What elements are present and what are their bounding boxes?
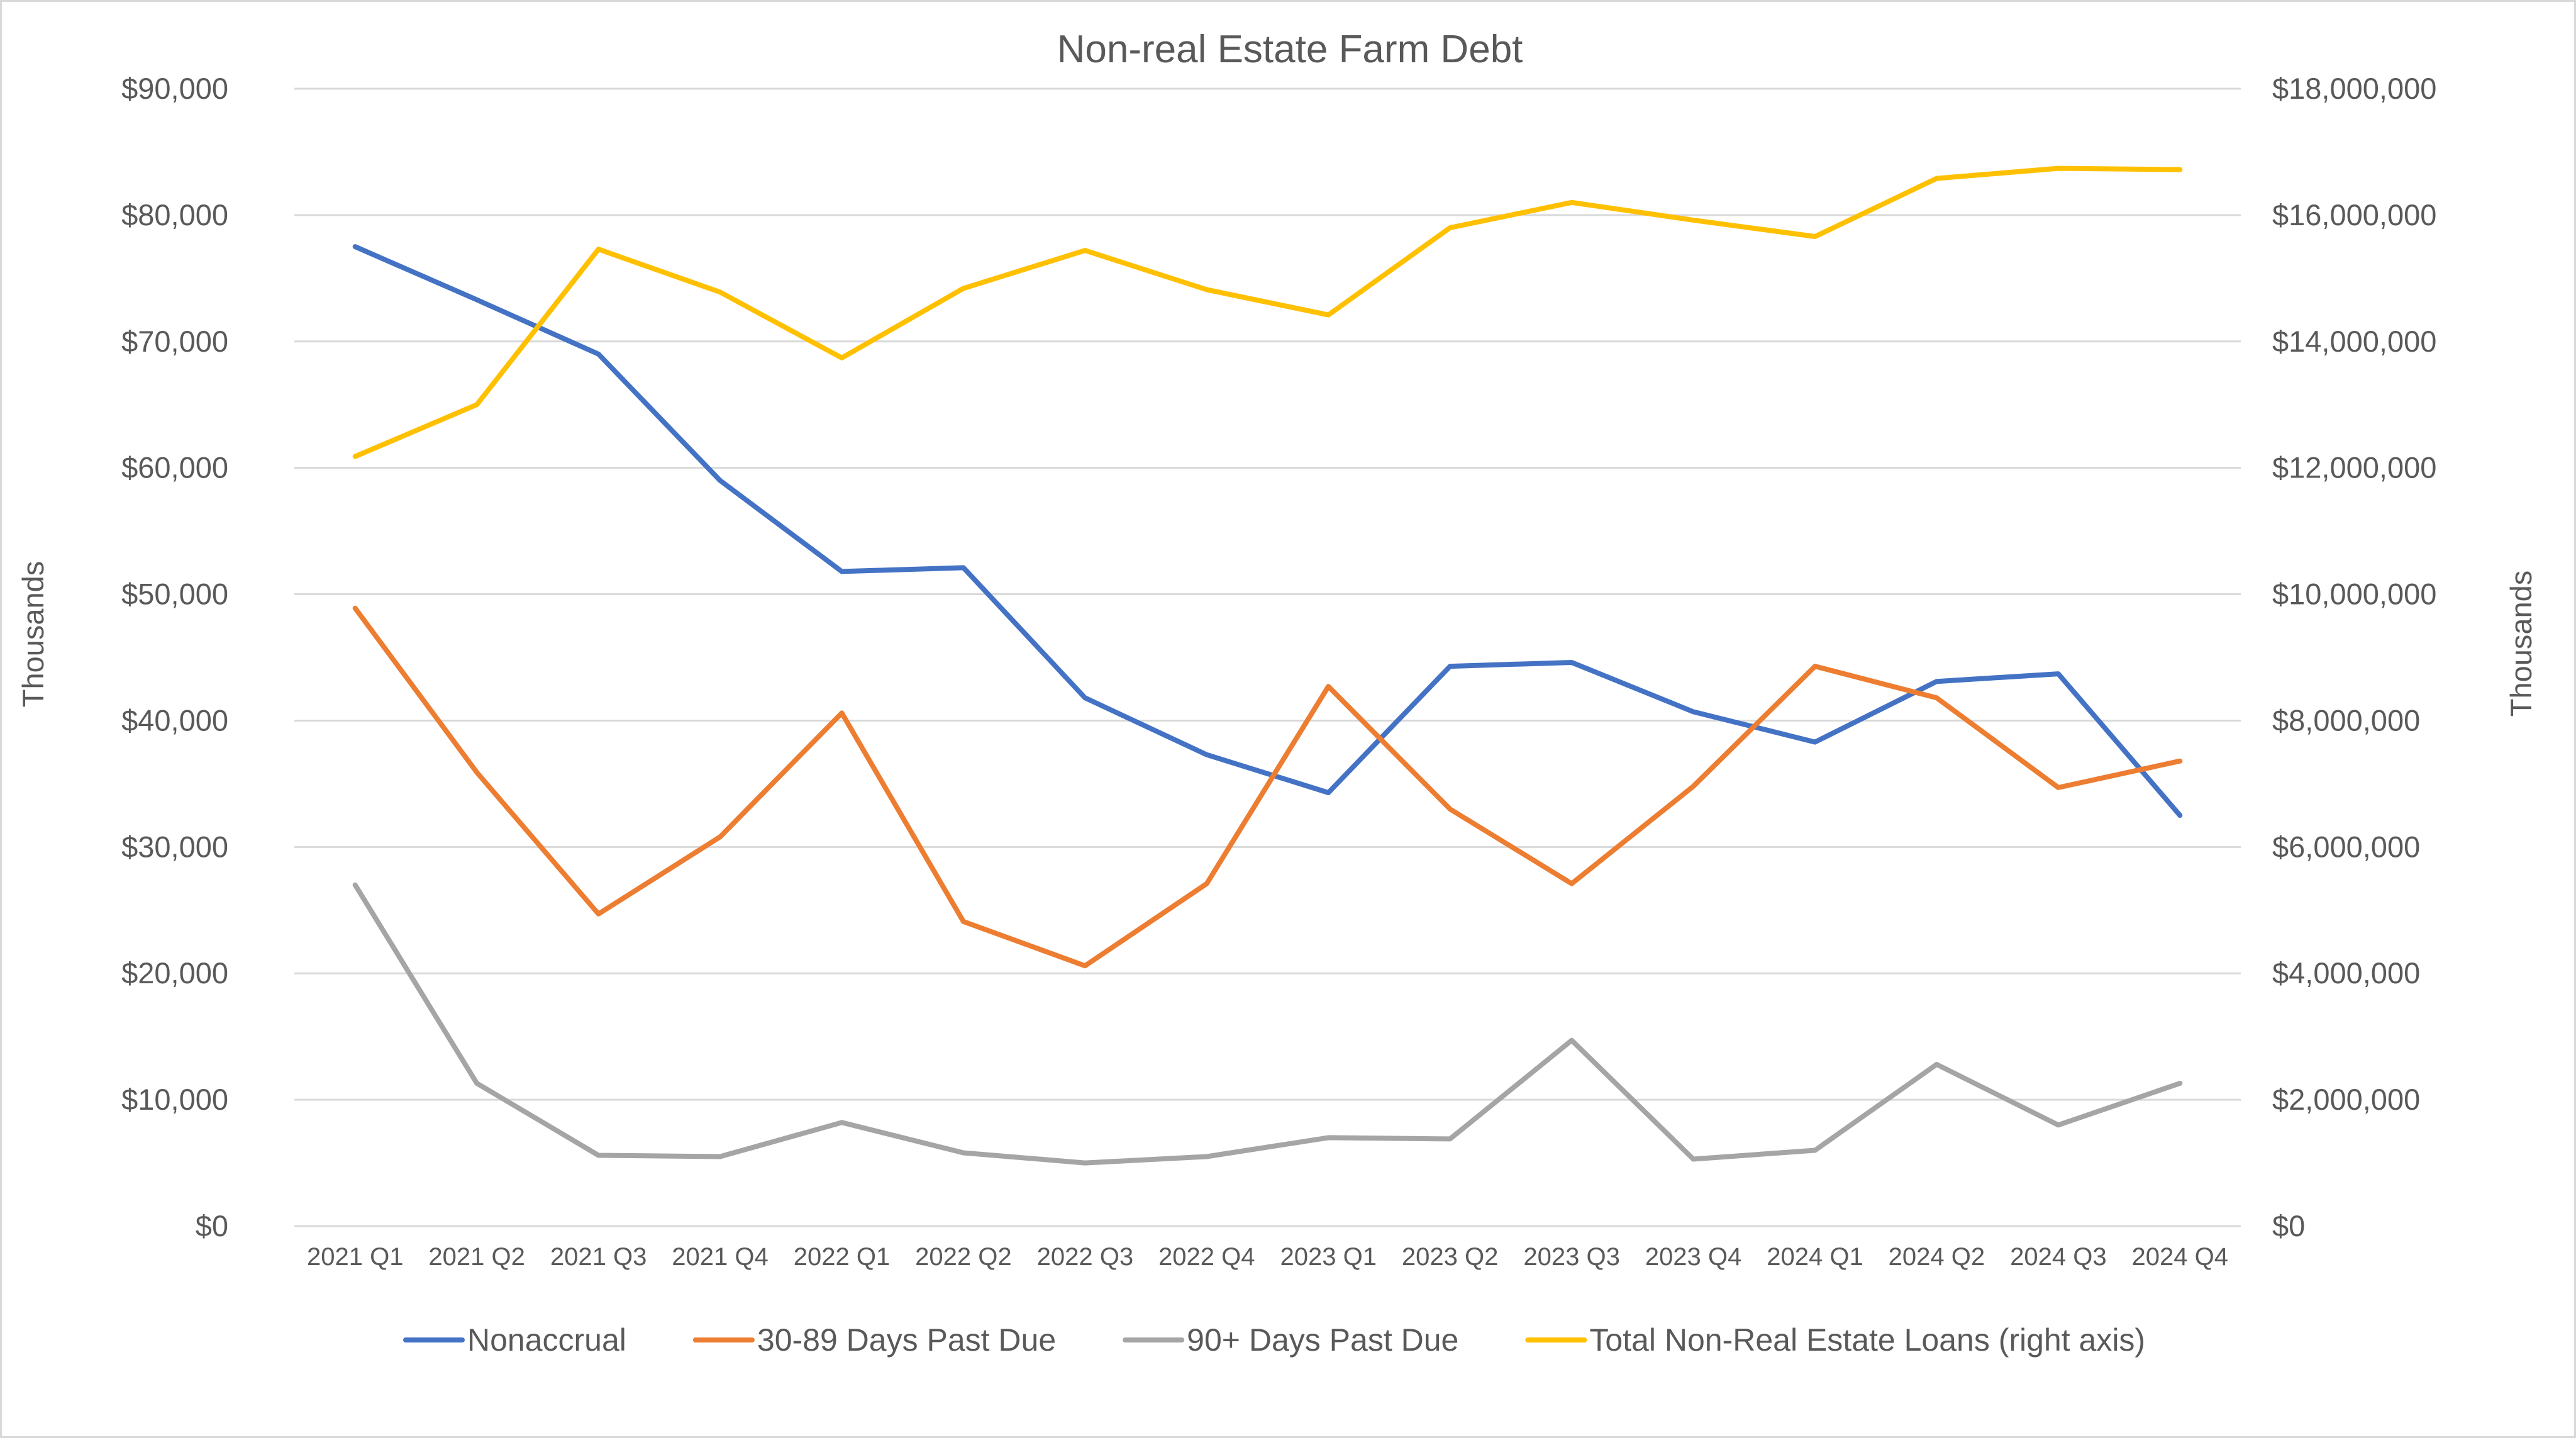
left-axis-tick-label: $0 xyxy=(196,1209,228,1242)
series-nonaccrual xyxy=(352,244,2183,818)
category-tick-label: 2022 Q3 xyxy=(1037,1243,1133,1271)
right-axis-title: Thousands xyxy=(2504,571,2538,717)
category-tick-label: 2021 Q3 xyxy=(550,1243,647,1271)
category-tick-label: 2022 Q2 xyxy=(915,1243,1011,1271)
legend-item: 30-89 Days Past Due xyxy=(692,1322,1056,1358)
left-axis-tick-label: $10,000 xyxy=(121,1083,228,1116)
right-axis-tick-label: $2,000,000 xyxy=(2272,1083,2420,1116)
category-tick-label: 2024 Q2 xyxy=(1889,1243,1985,1271)
left-axis-tick-label: $50,000 xyxy=(121,578,228,611)
chart-title: Non-real Estate Farm Debt xyxy=(1057,28,1523,71)
series-line xyxy=(352,882,2183,1166)
series-line xyxy=(352,165,2183,459)
left-axis-tick-label: $70,000 xyxy=(121,325,228,358)
category-tick-label: 2023 Q2 xyxy=(1402,1243,1498,1271)
right-axis-tick-label: $14,000,000 xyxy=(2272,325,2436,358)
right-axis-tick-label: $12,000,000 xyxy=(2272,451,2436,484)
left-axis-tick-label: $60,000 xyxy=(121,451,228,484)
right-axis-tick-label: $10,000,000 xyxy=(2272,578,2436,611)
right-axis-tick-label: $8,000,000 xyxy=(2272,703,2420,737)
right-axis-tick-label: $18,000,000 xyxy=(2272,72,2436,105)
category-tick-label: 2023 Q4 xyxy=(1645,1243,1741,1271)
category-tick-label: 2023 Q3 xyxy=(1523,1243,1619,1271)
series-90-days-past-due xyxy=(352,882,2183,1166)
right-axis-tick-label: $4,000,000 xyxy=(2272,956,2420,990)
legend-label: Total Non-Real Estate Loans (right axis) xyxy=(1589,1322,2145,1358)
right-axis-ticks: $0 $2,000,000 $4,000,000 $6,000,000 $8,000,0… xyxy=(2272,72,2436,1242)
gridlines xyxy=(294,87,2241,1227)
legend: Nonaccrual 30-89 Days Past Due 90+ Days Pa… xyxy=(403,1322,2145,1358)
category-tick-label: 2022 Q1 xyxy=(794,1243,890,1271)
category-tick-label: 2021 Q2 xyxy=(428,1243,525,1271)
series-line xyxy=(352,605,2183,969)
legend-item: 90+ Days Past Due xyxy=(1123,1322,1458,1358)
category-tick-label: 2024 Q4 xyxy=(2132,1243,2228,1271)
left-axis-tick-label: $30,000 xyxy=(121,830,228,863)
category-tick-label: 2024 Q3 xyxy=(2010,1243,2106,1271)
right-axis-tick-label: $16,000,000 xyxy=(2272,198,2436,232)
category-axis-ticks: 2021 Q1 2021 Q2 2021 Q3 2021 Q4 2022 Q1 2022 … xyxy=(307,1243,2228,1271)
left-axis-tick-label: $20,000 xyxy=(121,956,228,990)
left-axis-tick-label: $90,000 xyxy=(121,72,228,105)
right-axis-tick-label: $0 xyxy=(2272,1209,2305,1242)
series-line xyxy=(352,244,2183,818)
category-tick-label: 2021 Q1 xyxy=(307,1243,403,1271)
legend-label: Nonaccrual xyxy=(467,1322,626,1358)
left-axis-tick-label: $40,000 xyxy=(121,703,228,737)
category-tick-label: 2021 Q4 xyxy=(672,1243,768,1271)
series-total-non-real-estate-loans-right-axis xyxy=(352,165,2183,459)
category-tick-label: 2023 Q1 xyxy=(1280,1243,1376,1271)
left-axis-ticks: $0 $10,000 $20,000 $30,000 $40,000 $50,000 $60… xyxy=(121,72,228,1242)
legend-label: 30-89 Days Past Due xyxy=(757,1322,1056,1358)
category-tick-label: 2024 Q1 xyxy=(1767,1243,1863,1271)
legend-label: 90+ Days Past Due xyxy=(1187,1322,1458,1358)
legend-item: Nonaccrual xyxy=(403,1322,626,1358)
legend-item: Total Non-Real Estate Loans (right axis) xyxy=(1525,1322,2145,1358)
category-tick-label: 2022 Q4 xyxy=(1158,1243,1255,1271)
left-axis-title: Thousands xyxy=(16,561,50,708)
right-axis-tick-label: $6,000,000 xyxy=(2272,830,2420,863)
left-axis-tick-label: $80,000 xyxy=(121,198,228,232)
series-lines xyxy=(352,165,2183,1166)
series-30-89-days-past-due xyxy=(352,605,2183,969)
